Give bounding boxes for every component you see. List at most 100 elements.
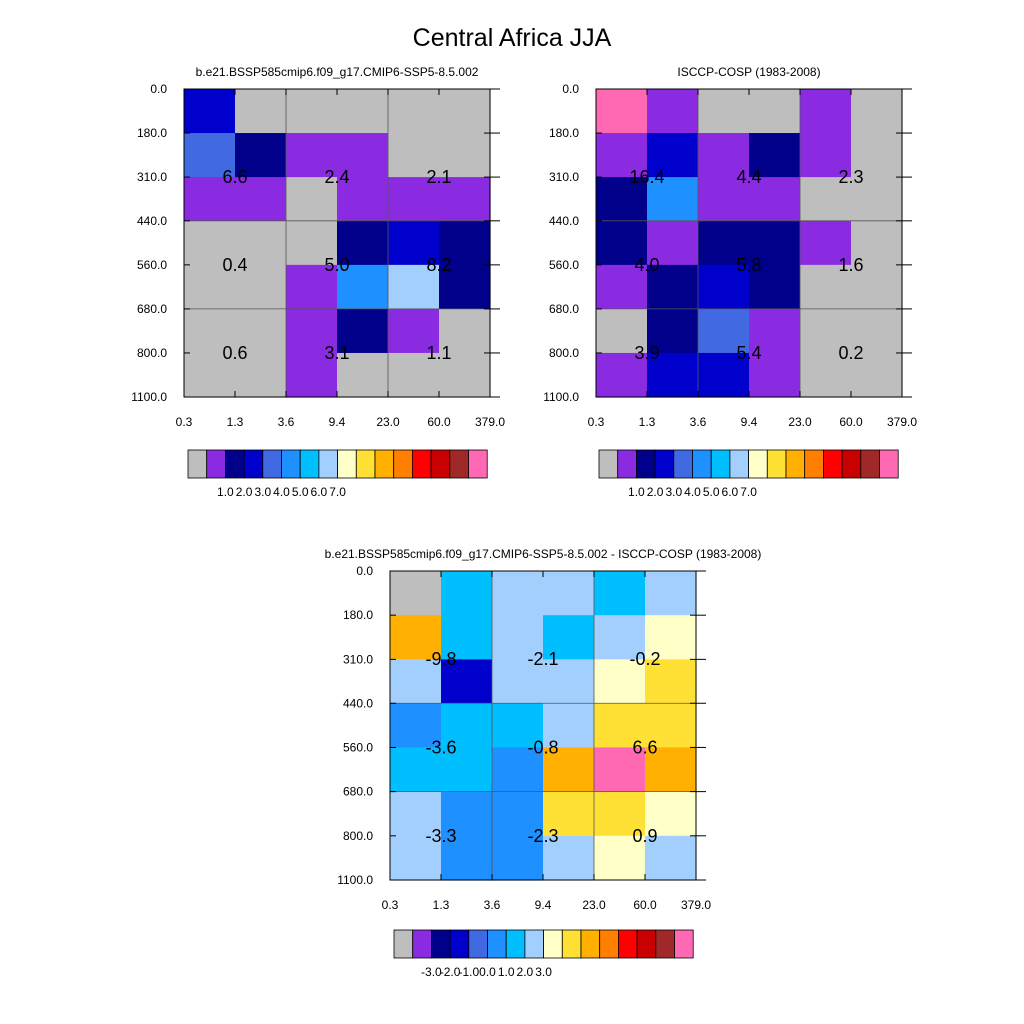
heatmap-cell [439, 133, 491, 178]
heatmap-cell [645, 571, 697, 616]
heatmap-cell [645, 747, 697, 793]
heatmap-cell [749, 308, 801, 354]
x-tick-label: 9.4 [535, 898, 552, 912]
heatmap-cell [235, 89, 287, 134]
bin-value-label: 0.6 [222, 343, 247, 363]
x-tick-label: 23.0 [376, 415, 400, 429]
heatmap-cell [184, 308, 236, 354]
heatmap-cell [749, 264, 801, 310]
colorbar-segment [449, 929, 470, 959]
colorbar-segment [243, 449, 264, 479]
heatmap-cell [594, 791, 646, 837]
colorbar-label: 1.0 [498, 965, 515, 979]
heatmap-cell [647, 89, 699, 134]
heatmap-cell [594, 703, 646, 749]
x-tick-label: 1.3 [227, 415, 244, 429]
heatmap-cell [543, 659, 595, 704]
bin-value-label: 6.6 [632, 737, 657, 757]
y-tick-label: 1100.0 [337, 873, 373, 887]
x-tick-label: 379.0 [887, 415, 917, 429]
y-tick-label: 310.0 [549, 170, 579, 184]
colorbar-label: 3.0 [535, 965, 552, 979]
bin-value-label: 5.0 [324, 255, 349, 275]
heatmap-cell [596, 89, 648, 134]
x-tick-label: 23.0 [582, 898, 606, 912]
heatmap-cell [492, 835, 544, 881]
heatmap-cell [286, 352, 338, 398]
y-tick-label: 440.0 [549, 214, 579, 228]
colorbar-segment [468, 449, 488, 479]
heatmap-cell [749, 220, 801, 266]
heatmap-cell [184, 264, 236, 310]
colorbar-segment [599, 929, 619, 959]
heatmap-cell [390, 791, 442, 837]
x-tick-label: 1.3 [433, 898, 450, 912]
x-tick-label: 23.0 [788, 415, 812, 429]
x-tick-label: 3.6 [484, 898, 501, 912]
heatmap-cell [492, 659, 544, 704]
x-tick-label: 379.0 [475, 415, 505, 429]
heatmap-cell [698, 133, 750, 178]
y-tick-label: 1100.0 [543, 390, 579, 404]
x-tick-label: 60.0 [427, 415, 451, 429]
colorbar-segment [543, 929, 563, 959]
colorbar-segment [430, 449, 451, 479]
heatmap-cell [800, 177, 852, 222]
heatmap-cell [647, 220, 699, 266]
heatmap-cell [851, 133, 903, 178]
colorbar-segment [337, 449, 357, 479]
bin-value-label: 3.1 [324, 343, 349, 363]
heatmap-cell [388, 133, 440, 178]
colorbar-segment [262, 449, 282, 479]
heatmap-cell [235, 177, 287, 222]
colorbar-segment [430, 929, 451, 959]
heatmap-cell [492, 571, 544, 616]
heatmap-cell [596, 352, 648, 398]
panel-title: b.e21.BSSP585cmip6.f09_g17.CMIP6-SSP5-8.… [196, 65, 479, 79]
heatmap-cell [645, 659, 697, 704]
colorbar-segment [823, 449, 843, 479]
bin-value-label: 1.6 [838, 255, 863, 275]
heatmap-cell [390, 659, 442, 704]
heatmap-cell [647, 133, 699, 178]
colorbar-segment [224, 449, 245, 479]
colorbar-segment [710, 449, 731, 479]
heatmap-cell [337, 308, 389, 354]
colorbar-segment [281, 449, 301, 479]
y-tick-label: 310.0 [343, 652, 373, 666]
heatmap-cell [749, 133, 801, 178]
colorbar-segment [673, 449, 693, 479]
heatmap-cell [851, 220, 903, 266]
colorbar-label: 3.0 [665, 485, 682, 499]
y-tick-label: 310.0 [137, 170, 167, 184]
x-tick-label: 0.3 [176, 415, 193, 429]
bin-value-label: 4.4 [736, 167, 761, 187]
heatmap-cell [235, 308, 287, 354]
colorbar-segment [412, 929, 432, 959]
heatmap-cell [800, 264, 852, 310]
heatmap-cell [596, 177, 648, 222]
heatmap-cell [439, 177, 491, 222]
x-tick-label: 0.3 [588, 415, 605, 429]
colorbar-segment [411, 449, 432, 479]
heatmap-cell [337, 89, 389, 134]
heatmap-cell [698, 89, 750, 134]
heatmap-cell [441, 659, 493, 704]
colorbar-segment [654, 449, 675, 479]
heatmap-cell [390, 703, 442, 749]
heatmap-cell [337, 177, 389, 222]
heatmap-cell [800, 308, 852, 354]
heatmap-panel-2: ISCCP-COSP (1983-2008) 16.4 4.4 2.3 4.0 5.8 1.… [543, 65, 917, 499]
heatmap-cell [851, 177, 903, 222]
heatmap-cell [749, 177, 801, 222]
bin-value-label: 8.2 [426, 255, 451, 275]
heatmap-cell [647, 177, 699, 222]
colorbar-segment [617, 449, 637, 479]
colorbar-segment [618, 929, 638, 959]
colorbar-label: 2.0 [236, 485, 253, 499]
colorbar: 1.0 2.0 3.0 4.0 5.0 6.0 7.0 [187, 449, 488, 499]
colorbar-segment [674, 929, 694, 959]
heatmap-cell [645, 615, 697, 660]
y-tick-label: 560.0 [343, 740, 373, 754]
heatmap-cell [647, 352, 699, 398]
